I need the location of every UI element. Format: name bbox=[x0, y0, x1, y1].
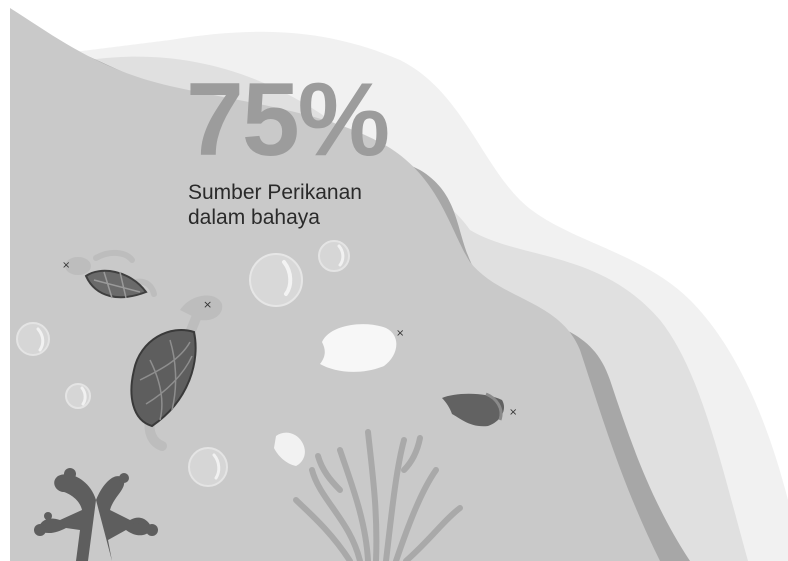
svg-text:×: × bbox=[203, 298, 212, 311]
svg-text:×: × bbox=[509, 407, 517, 418]
coral-icon bbox=[34, 468, 158, 561]
fish-resource-percentage: 75% bbox=[186, 62, 390, 178]
main-water-body bbox=[10, 8, 660, 561]
bubble-icon bbox=[65, 383, 91, 409]
fish-icon bbox=[274, 432, 305, 466]
fish-icon: × bbox=[320, 324, 404, 372]
svg-text:×: × bbox=[396, 328, 404, 339]
svg-text:×: × bbox=[62, 260, 70, 271]
bubble-icon bbox=[188, 447, 228, 487]
fish-icon: × bbox=[442, 392, 517, 427]
caption-line-2: dalam bahaya bbox=[188, 206, 320, 229]
bubble-icon bbox=[249, 253, 303, 307]
bubble-icon bbox=[16, 322, 50, 356]
caption-line-1: Sumber Perikanan bbox=[188, 181, 362, 204]
sea-turtle-icon: × bbox=[130, 295, 223, 451]
sea-turtle-icon: × bbox=[62, 250, 157, 299]
seaweed-icon bbox=[293, 429, 463, 561]
stat-caption: Sumber Perikanan dalam bahaya bbox=[188, 180, 362, 230]
bubble-icon bbox=[318, 240, 350, 272]
